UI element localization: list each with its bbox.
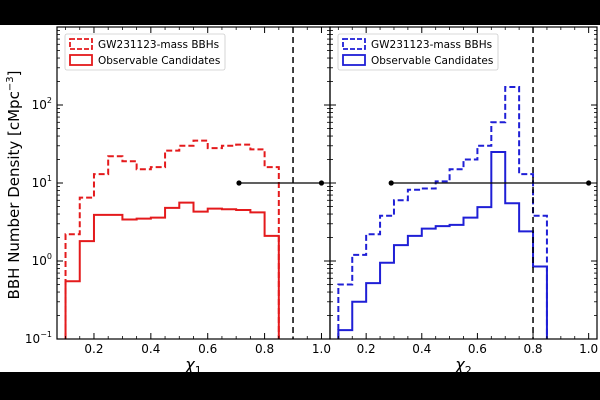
y-axis-label: BBH Number Density [cMpc−3] xyxy=(5,71,23,300)
y-tick-label: 10−1 xyxy=(25,330,52,346)
x-tick-label: 0.2 xyxy=(84,342,103,356)
y-tick-label: 101 xyxy=(32,174,52,190)
y-tick-label: 100 xyxy=(32,252,52,268)
legend-swatch xyxy=(69,54,93,66)
x-axis-label: χ1 xyxy=(184,355,201,377)
x-tick-label: 0.8 xyxy=(523,342,542,356)
x-tick-label: 0.4 xyxy=(412,342,431,356)
x-tick-label: 0.6 xyxy=(198,342,217,356)
x-tick-label: 1.0 xyxy=(579,342,598,356)
x-tick-label: 0.6 xyxy=(468,342,487,356)
x-axis-label: χ2 xyxy=(454,355,471,377)
range-endpoint xyxy=(388,180,394,186)
histogram-dashed-series xyxy=(337,86,548,339)
range-endpoint xyxy=(236,180,242,186)
x-tick-label: 1.0 xyxy=(312,342,331,356)
range-endpoint xyxy=(318,180,325,186)
legend-label: GW231123-mass BBHs xyxy=(371,39,492,51)
x-tick-label: 0.4 xyxy=(141,342,160,356)
legend-swatch xyxy=(69,38,93,50)
chart-panel-right: 0.2 0.4 0.6 0.8 1.0 χ2 GW231123-mass BBHs Obser… xyxy=(329,26,598,377)
legend-swatch xyxy=(342,54,366,66)
legend-box xyxy=(337,33,499,71)
legend-swatch xyxy=(342,38,366,50)
legend-label: Observable Candidates xyxy=(98,55,220,67)
histogram-solid-series xyxy=(64,201,280,339)
legend-label: Observable Candidates xyxy=(371,55,493,67)
x-tick-label: 0.8 xyxy=(255,342,274,356)
legend-label: GW231123-mass BBHs xyxy=(98,39,219,51)
y-tick-label: 102 xyxy=(32,96,52,112)
chart-panel-left: 0.2 0.4 0.6 0.8 1.0 10−1 100 101 102 χ1 GW231123-m… xyxy=(25,26,331,377)
histogram-dashed-series xyxy=(64,139,280,339)
range-endpoint xyxy=(586,180,592,186)
legend-box xyxy=(64,33,226,71)
figure-canvas xyxy=(0,25,600,372)
x-tick-label: 0.2 xyxy=(357,342,376,356)
histogram-solid-series xyxy=(337,150,548,339)
